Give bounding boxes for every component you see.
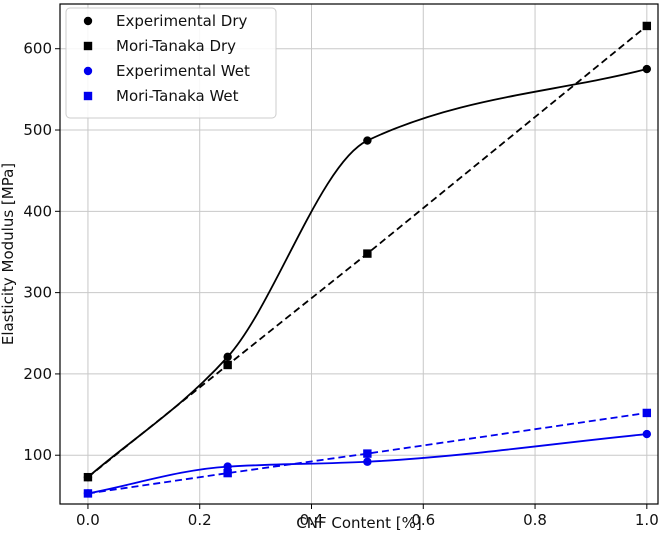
experimental-dry-point <box>223 352 232 362</box>
mori-tanaka-wet-point <box>363 449 372 458</box>
legend-marker <box>83 41 93 51</box>
mori-tanaka-wet-point <box>642 408 652 418</box>
legend-label: Mori-Tanaka Wet <box>116 87 239 105</box>
experimental-wet-line <box>87 433 647 495</box>
experimental-wet-point <box>363 457 372 466</box>
mori-tanaka-wet-point <box>223 468 232 478</box>
y-axis-label: Elasticity Modulus [MPa] <box>0 163 17 345</box>
legend-marker <box>83 91 93 101</box>
x-tick-label: 0.8 <box>523 511 547 529</box>
x-axis-label: CNF Content [%] <box>296 514 421 532</box>
x-tick-label: 0.6 <box>411 511 435 529</box>
y-tick-label: 300 <box>23 284 52 302</box>
legend-marker <box>83 16 93 26</box>
y-tick-label: 400 <box>23 202 52 220</box>
legend-label: Experimental Dry <box>116 12 248 30</box>
mori-tanaka-wet-line <box>87 412 647 495</box>
y-tick-label: 200 <box>23 365 52 383</box>
y-axis-ticks: 100 200 300 400 500 600 <box>23 40 60 464</box>
legend-box <box>65 7 277 119</box>
series-lines <box>87 25 648 495</box>
experimental-wet-point <box>223 462 232 471</box>
legend-label: Mori-Tanaka Dry <box>116 37 236 55</box>
legend-marker <box>83 66 93 76</box>
x-tick-label: 0.4 <box>300 511 324 529</box>
x-tick-label: 0.2 <box>188 511 212 529</box>
legend: Experimental Dry Mori-Tanaka Dry Experimen… <box>65 7 277 119</box>
x-tick-label: 1.0 <box>635 511 659 529</box>
series-markers <box>83 21 652 498</box>
mori-tanaka-dry-point <box>642 21 652 31</box>
legend-label: Experimental Wet <box>116 62 250 80</box>
mori-tanaka-dry-point <box>83 472 93 482</box>
mori-tanaka-dry-point <box>363 249 372 258</box>
plot-frame <box>59 3 659 505</box>
x-axis-ticks: 0.0 0.2 0.4 0.6 0.8 1.0 <box>76 504 659 529</box>
mori-tanaka-dry-point <box>223 360 232 370</box>
experimental-dry-point <box>363 136 372 145</box>
mori-tanaka-dry-line <box>87 25 648 478</box>
y-tick-label: 500 <box>23 121 52 139</box>
y-tick-label: 100 <box>23 446 52 464</box>
y-tick-label: 600 <box>23 40 52 58</box>
mori-tanaka-wet-point <box>83 489 93 498</box>
experimental-wet-point <box>642 429 652 439</box>
x-tick-label: 0.0 <box>76 511 100 529</box>
experimental-dry-point <box>642 64 652 74</box>
